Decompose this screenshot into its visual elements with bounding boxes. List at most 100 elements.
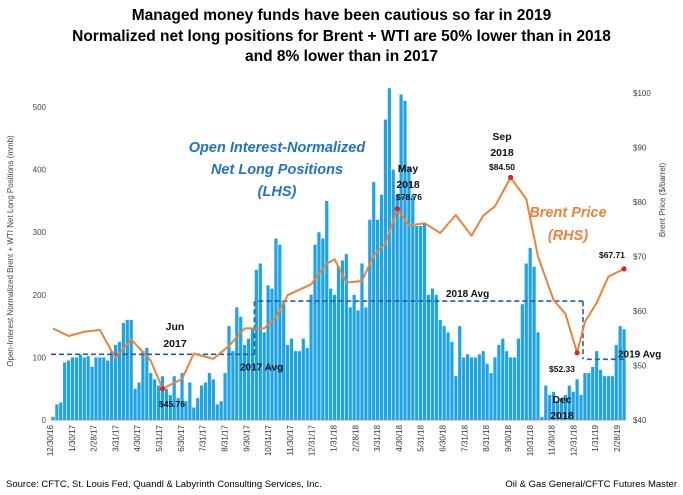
- bar-net-long: [309, 294, 313, 420]
- x-tick-label: 9/30/17: [242, 424, 251, 451]
- bar-net-long: [113, 344, 118, 420]
- point-price-label: $45.76: [159, 399, 185, 409]
- bar-net-long: [606, 376, 610, 420]
- bar-net-long: [258, 263, 262, 420]
- x-tick-label: 12/31/17: [308, 424, 317, 456]
- bar-net-long: [278, 244, 282, 420]
- bar-net-long: [583, 373, 587, 420]
- x-tick-label: 2/28/18: [351, 424, 360, 451]
- bar-net-long: [156, 385, 161, 420]
- y-tick-label: 100: [33, 353, 47, 362]
- bar-net-long: [559, 398, 564, 420]
- point-price-label: $52.33: [549, 364, 575, 374]
- bar-net-long: [70, 357, 75, 420]
- y-tick-label: 300: [33, 228, 47, 237]
- bar-net-long: [227, 326, 231, 420]
- bar-net-long: [575, 379, 579, 420]
- credit-note: Oil & Gas General/CFTC Futures Master: [505, 479, 677, 490]
- average-label: 2019 Avg: [618, 349, 661, 360]
- bar-net-long: [262, 332, 266, 420]
- x-tick-label: 4/30/18: [395, 424, 404, 451]
- bar-net-long: [465, 354, 470, 420]
- bar-net-long: [67, 360, 71, 420]
- y-axis-title: Open-Interest Normalized Brent + WTI Net…: [6, 135, 15, 367]
- bar-net-long: [282, 301, 286, 420]
- bar-net-long: [571, 391, 575, 420]
- bar-net-long: [94, 357, 98, 420]
- bar-net-long: [297, 351, 301, 420]
- bar-net-long: [133, 388, 137, 420]
- bar-net-long: [301, 338, 305, 420]
- x-tick-label: 3/31/18: [373, 424, 382, 451]
- bar-net-long: [172, 376, 176, 420]
- bar-net-long: [415, 225, 419, 420]
- point-price-label: $78.76: [396, 192, 422, 202]
- bar-net-long: [391, 169, 395, 420]
- x-tick-label: 7/31/17: [199, 424, 208, 451]
- bar-net-long: [203, 382, 208, 420]
- price-marker: [394, 206, 400, 212]
- bar-net-long: [610, 376, 614, 420]
- x-tick-label: 1/31/18: [330, 424, 339, 451]
- bar-net-long: [446, 332, 450, 420]
- price-marker: [574, 350, 580, 356]
- bar-net-long: [74, 357, 79, 420]
- bar-net-long: [376, 219, 380, 420]
- bar-net-long: [595, 351, 599, 420]
- title-line-3: and 8% lower than in 2017: [245, 48, 438, 65]
- bar-net-long: [153, 379, 157, 420]
- bar-net-long: [552, 391, 556, 420]
- x-tick-label: 2/28/17: [90, 424, 99, 451]
- lhs-series-label: (LHS): [258, 184, 297, 200]
- bar-net-long: [379, 194, 384, 420]
- y2-tick-label: $100: [633, 89, 651, 98]
- bar-net-long: [250, 329, 255, 420]
- bar-net-long: [579, 394, 583, 420]
- bar-net-long: [528, 247, 532, 420]
- bar-net-long: [442, 326, 446, 420]
- bar-net-long: [481, 351, 485, 420]
- bar-net-long: [332, 294, 337, 420]
- bar-net-long: [219, 401, 223, 420]
- bar-net-long: [176, 398, 180, 420]
- bar-net-long: [137, 382, 141, 420]
- x-tick-label: 6/30/17: [177, 424, 186, 451]
- bar-net-long: [231, 351, 235, 420]
- bar-net-long: [180, 373, 184, 420]
- bar-net-long: [512, 357, 517, 420]
- bar-net-long: [117, 341, 122, 420]
- bar-net-long: [106, 360, 110, 420]
- bar-net-long: [454, 376, 458, 420]
- x-tick-label: 11/30/17: [286, 424, 295, 455]
- bar-net-long: [235, 307, 239, 420]
- bar-net-long: [348, 307, 352, 420]
- bar-net-long: [90, 366, 94, 420]
- bar-net-long: [125, 319, 129, 420]
- bar-net-long: [149, 373, 153, 420]
- bar-net-long: [270, 288, 274, 420]
- bar-net-long: [63, 362, 67, 420]
- bar-net-long: [364, 307, 368, 420]
- point-date-label: Dec: [552, 394, 571, 406]
- bar-net-long: [477, 354, 481, 420]
- bar-net-long: [98, 357, 102, 420]
- x-tick-label: 4/30/17: [133, 424, 142, 451]
- bar-net-long: [360, 263, 364, 420]
- bar-net-long: [548, 394, 552, 420]
- bar-net-long: [184, 401, 188, 420]
- bar-net-long: [340, 260, 345, 420]
- bar-net-long: [419, 225, 423, 420]
- y2-tick-label: $80: [633, 198, 647, 207]
- y2-tick-label: $50: [633, 361, 647, 370]
- x-tick-label: 1/31/19: [591, 424, 600, 451]
- bar-net-long: [51, 416, 55, 420]
- bar-net-long: [430, 288, 434, 420]
- bar-net-long: [164, 388, 168, 420]
- average-label: 2018 Avg: [446, 289, 489, 300]
- x-tick-label: 11/30/18: [548, 424, 557, 455]
- x-tick-label: 8/31/18: [482, 424, 491, 451]
- x-tick-label: 8/31/17: [221, 424, 230, 451]
- lhs-series-label: Net Long Positions: [211, 162, 343, 178]
- bar-net-long: [344, 254, 348, 420]
- bar-net-long: [286, 344, 290, 420]
